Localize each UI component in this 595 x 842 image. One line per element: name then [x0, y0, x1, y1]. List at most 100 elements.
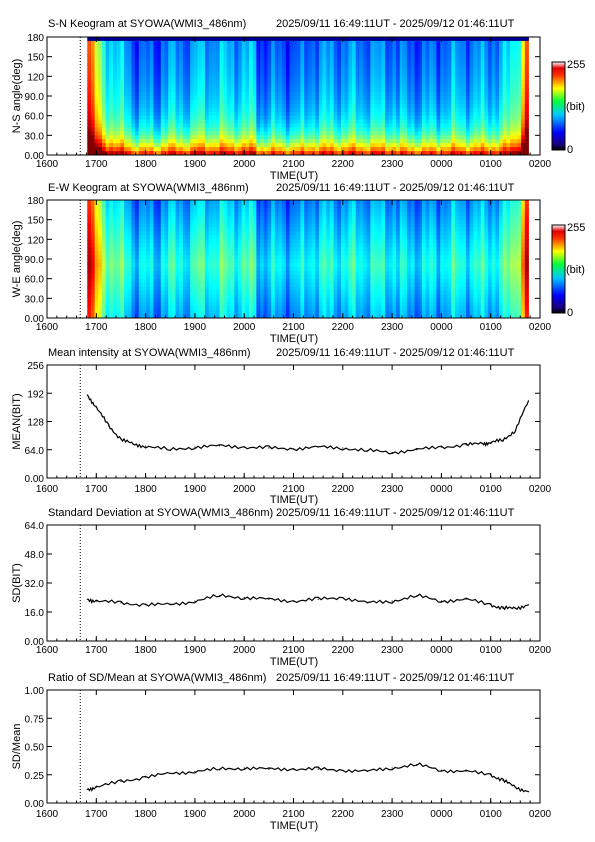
data-point	[132, 443, 134, 446]
data-point	[268, 768, 270, 770]
y-tick-label: 48.0	[25, 550, 45, 561]
y-axis-label: SD(BIT)	[11, 563, 23, 603]
plot-frame	[46, 364, 541, 479]
data-point	[169, 604, 171, 606]
colorbar-min-label: 0	[567, 144, 573, 156]
x-tick-label: 2200	[332, 322, 355, 333]
y-tick-label: 0.00	[25, 151, 45, 162]
x-tick-label: 0200	[529, 322, 552, 333]
y-tick-label: 120	[27, 72, 44, 83]
x-tick-label: 2200	[332, 159, 355, 170]
x-tick-label: 1900	[184, 809, 207, 820]
data-point	[416, 595, 418, 597]
data-point	[194, 446, 196, 448]
data-point	[440, 769, 442, 771]
x-tick-label: 0000	[430, 322, 453, 333]
data-point	[268, 447, 270, 449]
x-tick-label: 1900	[184, 159, 207, 170]
x-tick-label: 1800	[134, 322, 157, 333]
y-tick-label: 60.0	[25, 112, 45, 123]
y-tick-label: 16.0	[25, 608, 45, 619]
y-tick-label: 256	[27, 361, 44, 372]
x-tick-label: 1800	[134, 484, 157, 495]
data-point	[391, 451, 393, 453]
data-point	[292, 600, 295, 602]
x-tick-label: 1900	[184, 645, 207, 656]
keogram-image	[87, 37, 529, 156]
x-tick-label: 1700	[85, 645, 108, 656]
plot-frame	[46, 524, 541, 642]
y-tick-label: 64.0	[25, 446, 45, 457]
data-point	[169, 449, 171, 451]
x-tick-label: 1900	[184, 484, 207, 495]
data-point	[218, 768, 221, 770]
data-point	[317, 446, 319, 448]
x-tick-label: 2300	[381, 484, 404, 495]
plot-frame	[46, 689, 541, 804]
data-point	[86, 394, 88, 396]
y-tick-label: 30.0	[25, 131, 45, 142]
data-point	[527, 400, 530, 402]
x-tick-label: 0100	[480, 322, 503, 333]
chart-time-range: 2025/09/11 16:49:11UT - 2025/09/12 01:46…	[276, 507, 515, 519]
data-point	[527, 791, 530, 793]
chart-panel-1: S-N Keogram at SYOWA(WMI3_486nm) 2025/09/…	[11, 18, 585, 182]
chart-panel-4: Standard Deviation at SYOWA(WMI3_486nm) 2…	[11, 507, 552, 668]
x-tick-label: 0100	[480, 645, 503, 656]
data-point	[95, 786, 97, 788]
series-line	[87, 593, 529, 611]
data-point	[514, 607, 516, 610]
data-point	[292, 448, 295, 450]
x-tick-label: 0000	[430, 159, 453, 170]
data-point	[268, 598, 270, 600]
x-tick-label: 1600	[36, 159, 59, 170]
data-point	[440, 600, 442, 602]
x-tick-label: 0200	[529, 809, 552, 820]
x-axis-label: TIME(UT)	[270, 494, 318, 506]
colorbar-max-label: 255	[567, 59, 585, 71]
data-point	[108, 425, 110, 427]
x-tick-label: 0200	[529, 484, 552, 495]
y-axis-label: N-S angle(deg)	[11, 59, 23, 134]
data-point	[120, 438, 122, 440]
data-point	[317, 768, 319, 770]
x-tick-label: 2200	[332, 809, 355, 820]
data-point	[366, 770, 368, 773]
y-tick-label: 0.00	[25, 314, 45, 325]
data-point	[342, 596, 344, 599]
data-point	[194, 770, 196, 773]
x-tick-label: 2100	[282, 484, 305, 495]
data-point	[120, 602, 122, 604]
data-point	[95, 600, 97, 602]
x-tick-label: 0100	[480, 159, 503, 170]
x-tick-label: 2200	[332, 484, 355, 495]
y-tick-label: 32.0	[25, 579, 45, 590]
x-tick-label: 0000	[430, 645, 453, 656]
chart-time-range: 2025/09/11 16:49:11UT - 2025/09/12 01:46…	[276, 672, 515, 684]
x-tick-label: 1700	[85, 484, 108, 495]
x-tick-label: 1800	[134, 159, 157, 170]
x-tick-label: 1600	[36, 322, 59, 333]
data-point	[243, 596, 245, 599]
y-tick-label: 180	[27, 196, 44, 207]
y-axis-label: MEAN(BIT)	[11, 393, 23, 449]
y-tick-label: 90.0	[25, 92, 45, 103]
data-point	[465, 598, 467, 600]
keogram-image	[87, 200, 529, 319]
x-tick-label: 2100	[282, 645, 305, 656]
data-point	[481, 443, 484, 445]
y-tick-label: 0.25	[25, 771, 45, 782]
data-point	[292, 768, 295, 770]
x-tick-label: 2300	[381, 645, 404, 656]
data-point	[502, 779, 504, 782]
chart-title: Ratio of SD/Mean at SYOWA(WMI3_486nm)	[48, 672, 266, 684]
y-tick-label: 0.50	[25, 743, 45, 754]
x-tick-label: 0200	[529, 645, 552, 656]
data-point	[391, 767, 393, 769]
y-axis-label: W-E angle(deg)	[11, 221, 23, 298]
x-tick-label: 2100	[282, 159, 305, 170]
colorbar	[551, 224, 566, 314]
x-tick-label: 2000	[233, 645, 256, 656]
data-point	[502, 607, 504, 610]
